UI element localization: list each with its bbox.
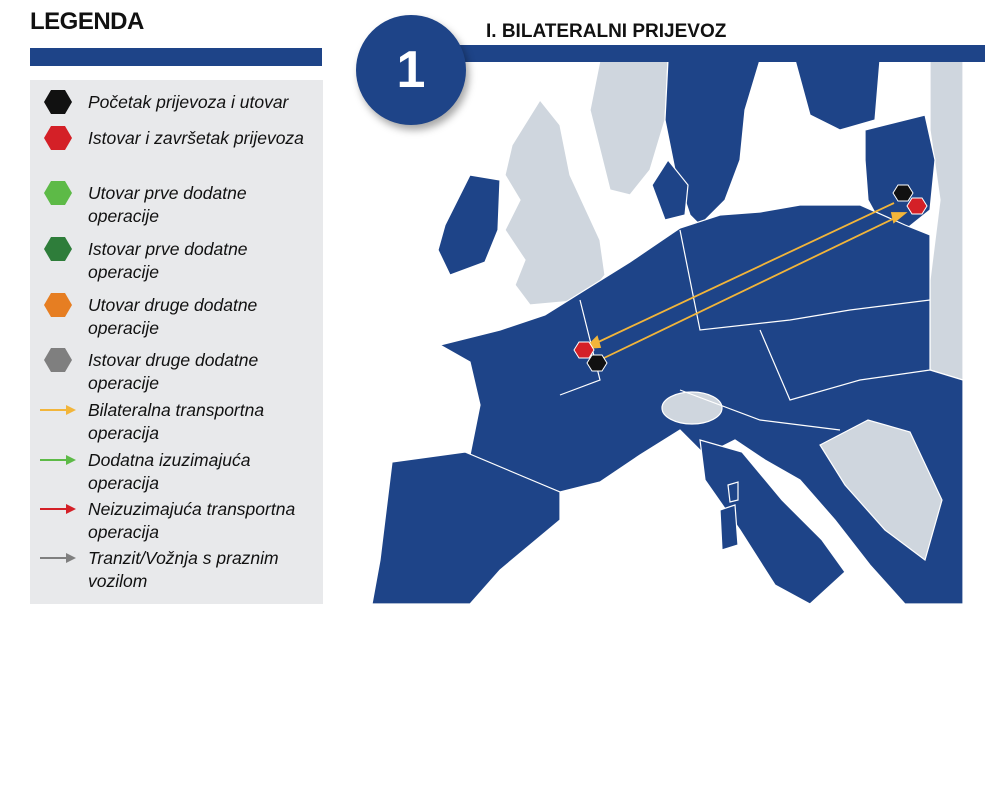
norway [589,60,669,196]
yellow-arrow-icon [40,399,76,421]
legend-label: Neizuzimajuća transportna operacija [88,499,296,542]
switzerland [661,391,723,425]
light-green-hexagon-icon [40,181,76,205]
section-number-badge: 1 [356,15,466,125]
finland [794,60,881,131]
legend-item-start-loading: Početak prijevoza i utovar [40,90,308,114]
iberia [371,451,561,604]
western-balkans [819,419,943,562]
start-loading-marker-france [586,354,608,372]
unloading-end-marker-lithuania [906,197,928,215]
legend-item-bilateral: Bilateralna transportna operacija [40,399,308,445]
red-arrow-icon [40,498,76,520]
legend-item-extra-exempt: Dodatna izuzimajuća operacija [40,449,308,495]
legend-label: Tranzit/Vožnja s praznim vozilom [88,548,279,591]
legend-item-unloading-end: Istovar i završetak prijevoza [40,126,308,150]
grey-hexagon-icon [40,348,76,372]
legend-item-transit: Tranzit/Vožnja s praznim vozilom [40,547,308,593]
legend-item-non-exempt: Neizuzimajuća transportna operacija [40,498,308,544]
grey-arrow-icon [40,547,76,569]
united-kingdom [504,98,606,306]
legend-label: Utovar prve dodatne operacije [88,183,247,226]
corsica [727,481,739,503]
section-title: I. BILATERALNI PRIJEVOZ [486,21,727,42]
black-hexagon-icon [40,90,76,114]
route-arrowhead [890,212,908,224]
legend-label: Utovar druge dodatne operacije [88,295,258,338]
start-loading-marker-lithuania [892,184,914,202]
header-bar [440,45,985,62]
legend-item-second-extra-unloading: Istovar druge dodatne operacije [40,348,308,395]
legend-label: Dodatna izuzimajuća operacija [88,450,251,493]
legend-label: Istovar i završetak prijevoza [88,128,304,148]
legend-item-first-extra-unloading: Istovar prve dodatne operacije [40,237,308,284]
dark-green-hexagon-icon [40,237,76,261]
green-arrow-icon [40,449,76,471]
sweden [664,60,761,226]
legend-panel: Početak prijevoza i utovar Istovar i zav… [30,80,323,604]
route-france-to-lithuania [603,216,898,359]
red-hexagon-icon [40,126,76,150]
russia [929,60,963,381]
legend-label: Bilateralna transportna operacija [88,400,265,443]
route-lithuania-to-france [593,202,895,345]
legend-divider-bar [30,48,322,66]
legend-item-second-extra-loading: Utovar druge dodatne operacije [40,293,308,340]
italy [699,439,846,604]
ireland [437,174,501,276]
legend-label: Istovar prve dodatne operacije [88,239,248,282]
legend-item-first-extra-loading: Utovar prve dodatne operacije [40,181,308,228]
orange-hexagon-icon [40,293,76,317]
legend-label: Istovar druge dodatne operacije [88,350,259,393]
denmark [651,158,689,221]
routes [583,202,908,359]
sardinia [719,504,739,551]
legend-title: LEGENDA [30,8,144,35]
unloading-end-marker-france [573,341,595,359]
legend-label: Početak prijevoza i utovar [88,92,289,112]
